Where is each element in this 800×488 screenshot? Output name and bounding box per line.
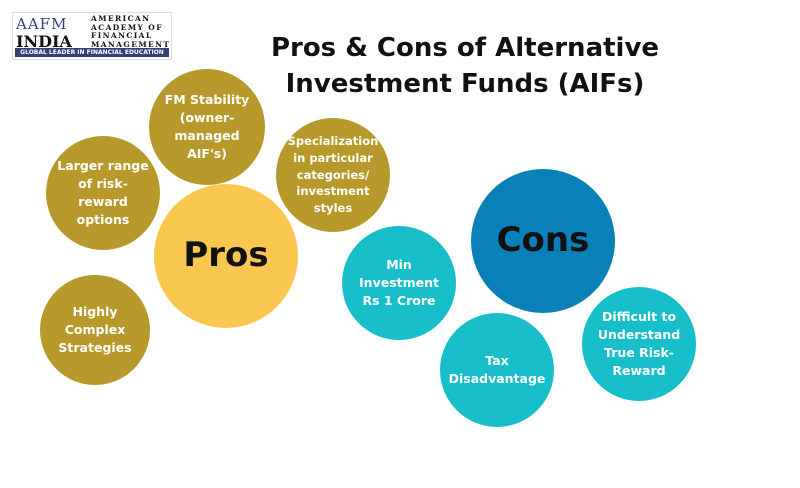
logo-letters: AAFM bbox=[16, 15, 68, 33]
con-tax-disadvantage: Tax Disadvantage bbox=[440, 313, 554, 427]
con-risk-reward-understanding: Difficult to Understand True Risk-Reward bbox=[582, 287, 696, 401]
logo-tagline: GLOBAL LEADER IN FINANCIAL EDUCATION bbox=[15, 48, 169, 57]
pro-specialization: Specialization in particular categories/… bbox=[276, 118, 390, 232]
pros-hub: Pros bbox=[154, 184, 298, 328]
pro-complex-strategies: Highly Complex Strategies bbox=[40, 275, 150, 385]
cons-hub: Cons bbox=[471, 169, 615, 313]
aafm-logo: AAFM INDIA AMERICAN ACADEMY OF FINANCIAL… bbox=[12, 12, 172, 60]
pro-risk-reward-range: Larger range of risk-reward options bbox=[46, 136, 160, 250]
pro-fm-stability: FM Stability (owner-managed AIF's) bbox=[149, 69, 265, 185]
con-min-investment: Min Investment Rs 1 Crore bbox=[342, 226, 456, 340]
page-title: Pros & Cons of Alternative Investment Fu… bbox=[270, 33, 660, 100]
logo-country: INDIA bbox=[16, 32, 72, 51]
logo-name: AMERICAN ACADEMY OF FINANCIAL MANAGEMENT bbox=[91, 14, 171, 49]
